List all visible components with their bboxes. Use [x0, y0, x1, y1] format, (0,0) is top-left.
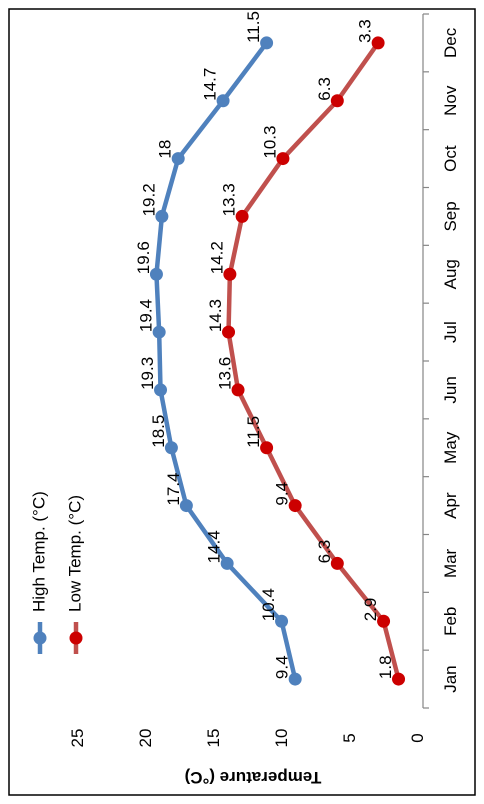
low-temp-point — [231, 383, 245, 397]
high-temp-point — [154, 383, 168, 397]
low-temp-data-label: 9.4 — [273, 482, 292, 506]
high-temp-point — [275, 614, 289, 628]
high-temp-point — [179, 499, 193, 513]
low-temp-point — [392, 672, 406, 686]
low-temp-point — [276, 152, 290, 166]
category-tick-label: Feb — [441, 607, 460, 636]
low-temp-point — [222, 325, 236, 339]
category-tick-label: Jan — [441, 665, 460, 692]
category-tick-label: Aug — [441, 259, 460, 289]
low-temp-data-label: 3.3 — [356, 19, 375, 43]
high-temp-data-label: 14.7 — [201, 68, 220, 101]
value-tick-label: 25 — [68, 729, 87, 748]
value-tick-label: 10 — [272, 729, 291, 748]
category-tick-label: Oct — [441, 145, 460, 172]
low-temp-data-label: 6.3 — [315, 540, 334, 564]
category-tick-label: Apr — [441, 492, 460, 519]
high-temp-data-label: 18 — [156, 140, 175, 159]
high-temp-point — [152, 325, 166, 339]
low-temp-point — [371, 36, 385, 50]
high-temp-data-label: 18.5 — [149, 415, 168, 448]
category-tick-label: Sep — [441, 201, 460, 231]
low-temp-data-label: 13.6 — [216, 357, 235, 390]
high-temp-point — [220, 556, 234, 570]
high-temp-data-label: 14.4 — [205, 530, 224, 563]
y-axis-title: Temperature (°C) — [185, 768, 322, 787]
high-temp-data-label: 19.6 — [134, 241, 153, 274]
low-temp-data-label: 11.5 — [244, 416, 263, 448]
high-temp-point — [149, 267, 163, 281]
plot-area: Jan Feb Mar Apr May Jun Jul Aug Sep Oct Nov Dec 0 5 10… — [29, 11, 460, 747]
low-temp-data-label: 2.9 — [361, 598, 380, 622]
high-temp-point — [164, 441, 178, 455]
high-temp-data-label: 10.4 — [259, 588, 278, 621]
high-temp-point — [216, 94, 230, 108]
low-temp-data-label: 6.3 — [315, 77, 334, 101]
low-temp-point — [330, 94, 344, 108]
category-tick-label: Jun — [441, 376, 460, 403]
low-temp-data-label: 13.3 — [220, 183, 239, 216]
low-temp-data-label: 14.2 — [207, 241, 226, 274]
low-temp-data-label: 10.3 — [260, 125, 279, 158]
value-tick-label: 20 — [136, 729, 155, 748]
legend-label: Low Temp. (°C) — [65, 495, 84, 612]
high-temp-data-label: 19.2 — [139, 183, 158, 216]
high-temp-data-label: 19.3 — [138, 357, 157, 390]
high-temp-data-label: 19.4 — [137, 299, 156, 332]
category-tick-label: Mar — [441, 548, 460, 578]
high-temp-data-label: 11.5 — [244, 11, 263, 43]
y-axis-title-group: Temperature (°C) — [185, 768, 322, 787]
category-tick-label: Nov — [441, 85, 460, 116]
high-temp-point — [155, 209, 169, 223]
low-temp-point — [260, 441, 274, 455]
low-temp-point — [330, 556, 344, 570]
low-temp-point — [223, 267, 237, 281]
low-temp-point — [377, 614, 391, 628]
legend-marker — [33, 631, 47, 645]
value-tick-label: 15 — [204, 729, 223, 748]
low-temp-point — [288, 499, 302, 513]
high-temp-point — [288, 672, 302, 686]
high-temp-point — [171, 152, 185, 166]
high-temp-data-label: 17.4 — [164, 472, 183, 505]
legend-marker — [69, 631, 83, 645]
low-temp-data-label: 1.8 — [376, 655, 395, 679]
category-tick-label: Jul — [441, 321, 460, 343]
high-temp-point — [260, 36, 274, 50]
high-temp-data-label: 9.4 — [273, 655, 292, 679]
low-temp-line — [226, 40, 401, 682]
high-temp-line — [154, 40, 298, 682]
low-temp-point — [235, 209, 249, 223]
category-tick-label: Dec — [441, 27, 460, 58]
legend-label: High Temp. (°C) — [29, 491, 48, 612]
value-tick-label: 0 — [408, 733, 427, 742]
value-tick-label: 5 — [340, 733, 359, 742]
category-tick-label: May — [441, 431, 460, 464]
low-temp-data-label: 14.3 — [206, 299, 225, 332]
